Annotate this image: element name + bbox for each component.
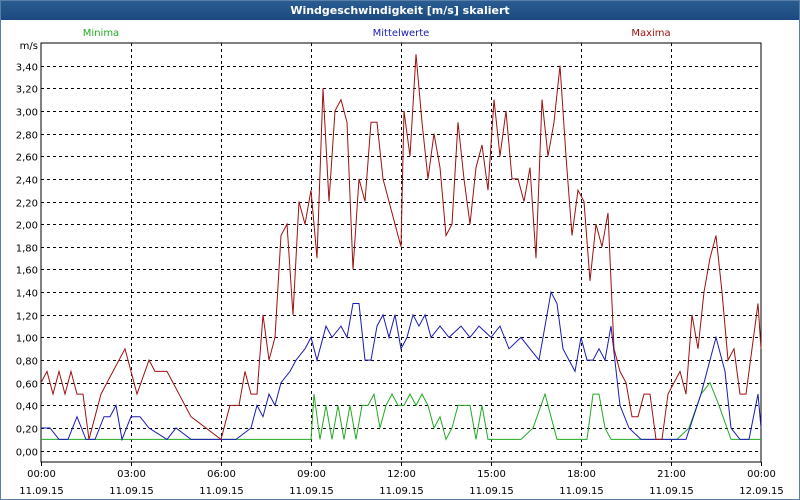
x-tick-time-label: 15:00 xyxy=(477,469,506,480)
x-tick-date-label: 11.09.15 xyxy=(379,486,424,497)
x-tick-date-label: 11.09.15 xyxy=(559,486,604,497)
y-tick-label: 2,80 xyxy=(16,131,38,142)
x-tick-date-label: 11.09.15 xyxy=(289,486,334,497)
window-title: Windgeschwindigkeit [m/s] skaliert xyxy=(1,1,799,20)
x-tick-time-label: 18:00 xyxy=(567,469,596,480)
y-tick-label: 1,00 xyxy=(16,334,38,345)
y-tick-label: 0,80 xyxy=(16,357,38,368)
y-tick-label: 2,00 xyxy=(16,221,38,232)
x-tick-date-label: 11.09.15 xyxy=(109,486,154,497)
x-tick-date-label: 12.09.15 xyxy=(739,486,784,497)
y-tick-label: 1,20 xyxy=(16,312,38,323)
y-tick-label: 0,40 xyxy=(16,402,38,413)
y-axis-unit-label: m/s xyxy=(20,41,38,52)
y-tick-label: 1,40 xyxy=(16,289,38,300)
y-tick-label: 1,80 xyxy=(16,244,38,255)
y-tick-label: 2,60 xyxy=(16,153,38,164)
x-tick-date-label: 11.09.15 xyxy=(649,486,694,497)
legend-minima: Minima xyxy=(83,28,119,39)
legend-mittelwerte: Mittelwerte xyxy=(373,28,430,39)
wind-speed-chart: 0,00 0,20 0,40 0,60 0,80 1,00 1,20 1,40 1,60 1,80… xyxy=(16,28,784,497)
x-tick-time-label: 03:00 xyxy=(117,469,146,480)
y-tick-label: 3,20 xyxy=(16,85,38,96)
x-tick-time-label: 06:00 xyxy=(207,469,236,480)
legend-maxima: Maxima xyxy=(631,28,670,39)
y-tick-label: 3,00 xyxy=(16,108,38,119)
y-tick-label: 0,60 xyxy=(16,380,38,391)
y-tick-label: 3,40 xyxy=(16,63,38,74)
x-tick-time-label: 09:00 xyxy=(297,469,326,480)
y-tick-label: 0,20 xyxy=(16,425,38,436)
y-tick-label: 2,20 xyxy=(16,199,38,210)
x-tick-time-label: 00:00 xyxy=(747,469,776,480)
y-tick-label: 0,00 xyxy=(16,448,38,459)
x-tick-time-label: 21:00 xyxy=(657,469,686,480)
series-line-mittelwerte xyxy=(41,290,762,442)
x-tick-time-label: 00:00 xyxy=(27,469,56,480)
x-tick-time-label: 12:00 xyxy=(387,469,416,480)
x-tick-date-label: 11.09.15 xyxy=(199,486,244,497)
y-tick-label: 2,40 xyxy=(16,176,38,187)
x-tick-date-label: 11.09.15 xyxy=(469,486,514,497)
series-line-maxima xyxy=(40,54,762,441)
y-tick-label: 1,60 xyxy=(16,266,38,277)
x-tick-date-label: 11.09.15 xyxy=(19,486,64,497)
